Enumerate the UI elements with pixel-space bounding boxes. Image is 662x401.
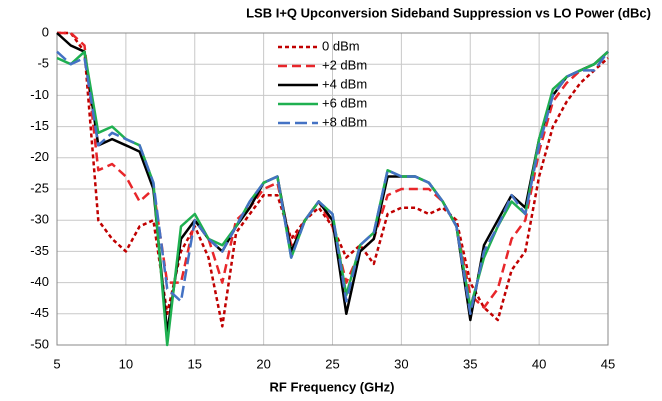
y-tick-label: -20 [30,149,49,164]
x-tick-label: 40 [532,356,546,371]
legend-label: +8 dBm [322,114,367,129]
y-tick-label: -5 [37,56,49,71]
y-tick-label: -45 [30,305,49,320]
chart-title: LSB I+Q Upconversion Sideband Suppressio… [246,5,651,20]
plot-border [56,32,609,346]
y-tick-label: -50 [30,336,49,351]
legend-label: +4 dBm [322,76,367,91]
y-tick-label: -15 [30,118,49,133]
y-tick-label: -30 [30,212,49,227]
legend-label: +6 dBm [322,95,367,110]
series-line [56,50,610,316]
x-tick-label: 15 [188,356,202,371]
y-tick-label: -25 [30,180,49,195]
x-tick-label: 25 [325,356,339,371]
x-axis-label: RF Frequency (GHz) [270,379,395,394]
x-tick-label: 45 [601,356,615,371]
y-tick-label: -40 [30,274,49,289]
y-tick-label: -10 [30,87,49,102]
legend-label: +2 dBm [322,57,367,72]
x-tick-label: 5 [53,356,60,371]
x-tick-label: 30 [394,356,408,371]
x-tick-label: 20 [256,356,270,371]
legend-label: 0 dBm [322,38,360,53]
x-tick-label: 35 [463,356,477,371]
x-tick-label: 10 [119,356,133,371]
y-tick-label: -35 [30,243,49,258]
y-tick-label: 0 [42,24,49,39]
